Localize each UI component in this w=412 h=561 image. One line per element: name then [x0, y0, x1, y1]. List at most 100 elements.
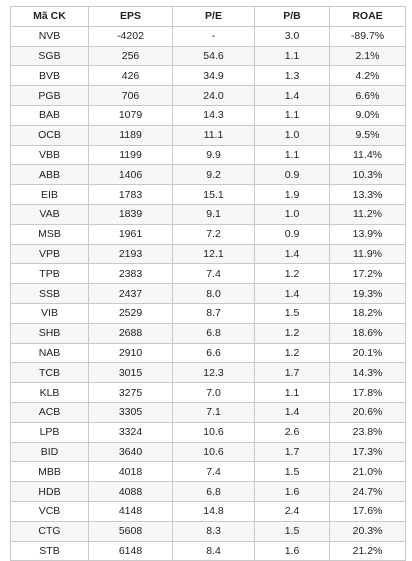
table-row: BVB 426 34.9 1.3 4.2% [10, 65, 406, 87]
table-row: OCB 1189 11.1 1.0 9.5% [10, 124, 406, 146]
cell-pe: 9.9 [172, 144, 255, 166]
cell-ticker: NAB [10, 342, 89, 364]
cell-pb: 1.0 [254, 203, 330, 225]
cell-roae: 9.5% [329, 124, 406, 146]
cell-pb: 1.3 [254, 65, 330, 87]
cell-pe: 7.4 [172, 461, 255, 483]
cell-ticker: VAB [10, 203, 89, 225]
table-row: BAB 1079 14.3 1.1 9.0% [10, 104, 406, 126]
bank-valuation-table: Mã CK EPS P/E P/B ROAE NVB -4202-3.0 -89.7… [10, 6, 406, 561]
table-row: VIB 2529 8.7 1.5 18.2% [10, 302, 406, 324]
cell-roae: 20.1% [329, 342, 406, 364]
cell-roae: 11.4% [329, 144, 406, 166]
cell-roae: 13.9% [329, 223, 406, 245]
cell-ticker: NVB [10, 25, 89, 47]
cell-roae: 20.3% [329, 520, 406, 542]
cell-ticker: KLB [10, 382, 89, 403]
bank-valuation-table-container: Mã CK EPS P/E P/B ROAE NVB -4202-3.0 -89.7… [10, 6, 406, 561]
table-row: ABB 1406 9.2 0.9 10.3% [10, 164, 406, 186]
table-row: HDB 4088 6.8 1.6 24.7% [10, 481, 406, 502]
cell-ticker: ABB [10, 164, 89, 186]
cell-eps: 1839 [88, 203, 173, 225]
cell-pb: 1.4 [254, 283, 330, 304]
cell-ticker: SGB [10, 45, 89, 67]
cell-pe: 10.6 [172, 421, 255, 443]
cell-pe: 8.3 [172, 520, 255, 542]
cell-pb: 1.1 [254, 144, 330, 166]
cell-eps: -4202 [88, 25, 173, 47]
cell-roae: 9.0% [329, 104, 406, 126]
cell-roae: 18.6% [329, 322, 406, 344]
cell-pb: 1.2 [254, 263, 330, 285]
cell-pb: 1.6 [254, 540, 330, 561]
cell-pe: 12.3 [172, 362, 255, 384]
cell-roae: 17.6% [329, 500, 406, 522]
cell-pb: 1.1 [254, 382, 330, 403]
cell-pb: 3.0 [254, 25, 330, 47]
cell-pb: 1.1 [254, 45, 330, 67]
cell-roae: 14.3% [329, 362, 406, 384]
header-ticker: Mã CK [10, 6, 89, 27]
cell-roae: 23.8% [329, 421, 406, 443]
cell-ticker: TCB [10, 362, 89, 384]
table-row: TPB 2383 7.4 1.2 17.2% [10, 263, 406, 285]
cell-pb: 1.1 [254, 104, 330, 126]
cell-ticker: OCB [10, 124, 89, 146]
cell-pe: 7.2 [172, 223, 255, 245]
table-row: ACB 3305 7.1 1.4 20.6% [10, 401, 406, 423]
cell-pb: 1.5 [254, 302, 330, 324]
cell-pb: 1.7 [254, 441, 330, 463]
cell-pe: 6.8 [172, 322, 255, 344]
cell-pb: 1.2 [254, 322, 330, 344]
table-row: CTG 5608 8.3 1.5 20.3% [10, 520, 406, 542]
table-row: NAB 2910 6.6 1.2 20.1% [10, 342, 406, 364]
cell-ticker: VBB [10, 144, 89, 166]
cell-roae: 21.2% [329, 540, 406, 561]
table-row: VAB 1839 9.1 1.0 11.2% [10, 203, 406, 225]
cell-pe: 14.8 [172, 500, 255, 522]
cell-eps: 1189 [88, 124, 173, 146]
header-pb: P/B [254, 6, 330, 27]
cell-eps: 3305 [88, 401, 173, 423]
table-row: MSB 1961 7.2 0.9 13.9% [10, 223, 406, 245]
table-row: MBB 4018 7.4 1.5 21.0% [10, 461, 406, 483]
cell-roae: 21.0% [329, 461, 406, 483]
cell-eps: 706 [88, 85, 173, 106]
cell-pb: 1.0 [254, 124, 330, 146]
table-row: NVB -4202-3.0 -89.7% [10, 25, 406, 47]
cell-ticker: STB [10, 540, 89, 561]
cell-roae: 11.9% [329, 243, 406, 265]
cell-roae: 19.3% [329, 283, 406, 304]
cell-pe: 9.1 [172, 203, 255, 225]
cell-pe: 9.2 [172, 164, 255, 186]
cell-pe: 54.6 [172, 45, 255, 67]
cell-pe: 8.0 [172, 283, 255, 304]
cell-eps: 6148 [88, 540, 173, 561]
cell-eps: 5608 [88, 520, 173, 542]
cell-eps: 4148 [88, 500, 173, 522]
cell-eps: 2383 [88, 263, 173, 285]
cell-pe: 7.1 [172, 401, 255, 423]
cell-roae: 20.6% [329, 401, 406, 423]
cell-eps: 1406 [88, 164, 173, 186]
cell-pe: 7.0 [172, 382, 255, 403]
cell-pe: 6.8 [172, 481, 255, 502]
cell-pb: 0.9 [254, 223, 330, 245]
table-row: LPB 3324 10.6 2.6 23.8% [10, 421, 406, 443]
cell-pb: 1.9 [254, 184, 330, 205]
cell-pb: 1.4 [254, 85, 330, 106]
cell-ticker: VIB [10, 302, 89, 324]
header-pe: P/E [172, 6, 255, 27]
cell-eps: 1079 [88, 104, 173, 126]
cell-eps: 2437 [88, 283, 173, 304]
cell-pb: 1.5 [254, 461, 330, 483]
cell-pe: 11.1 [172, 124, 255, 146]
cell-roae: -89.7% [329, 25, 406, 47]
cell-ticker: EIB [10, 184, 89, 205]
header-roae: ROAE [329, 6, 406, 27]
cell-roae: 2.1% [329, 45, 406, 67]
cell-roae: 4.2% [329, 65, 406, 87]
cell-pe: 34.9 [172, 65, 255, 87]
cell-pb: 1.2 [254, 342, 330, 364]
cell-pe: 7.4 [172, 263, 255, 285]
